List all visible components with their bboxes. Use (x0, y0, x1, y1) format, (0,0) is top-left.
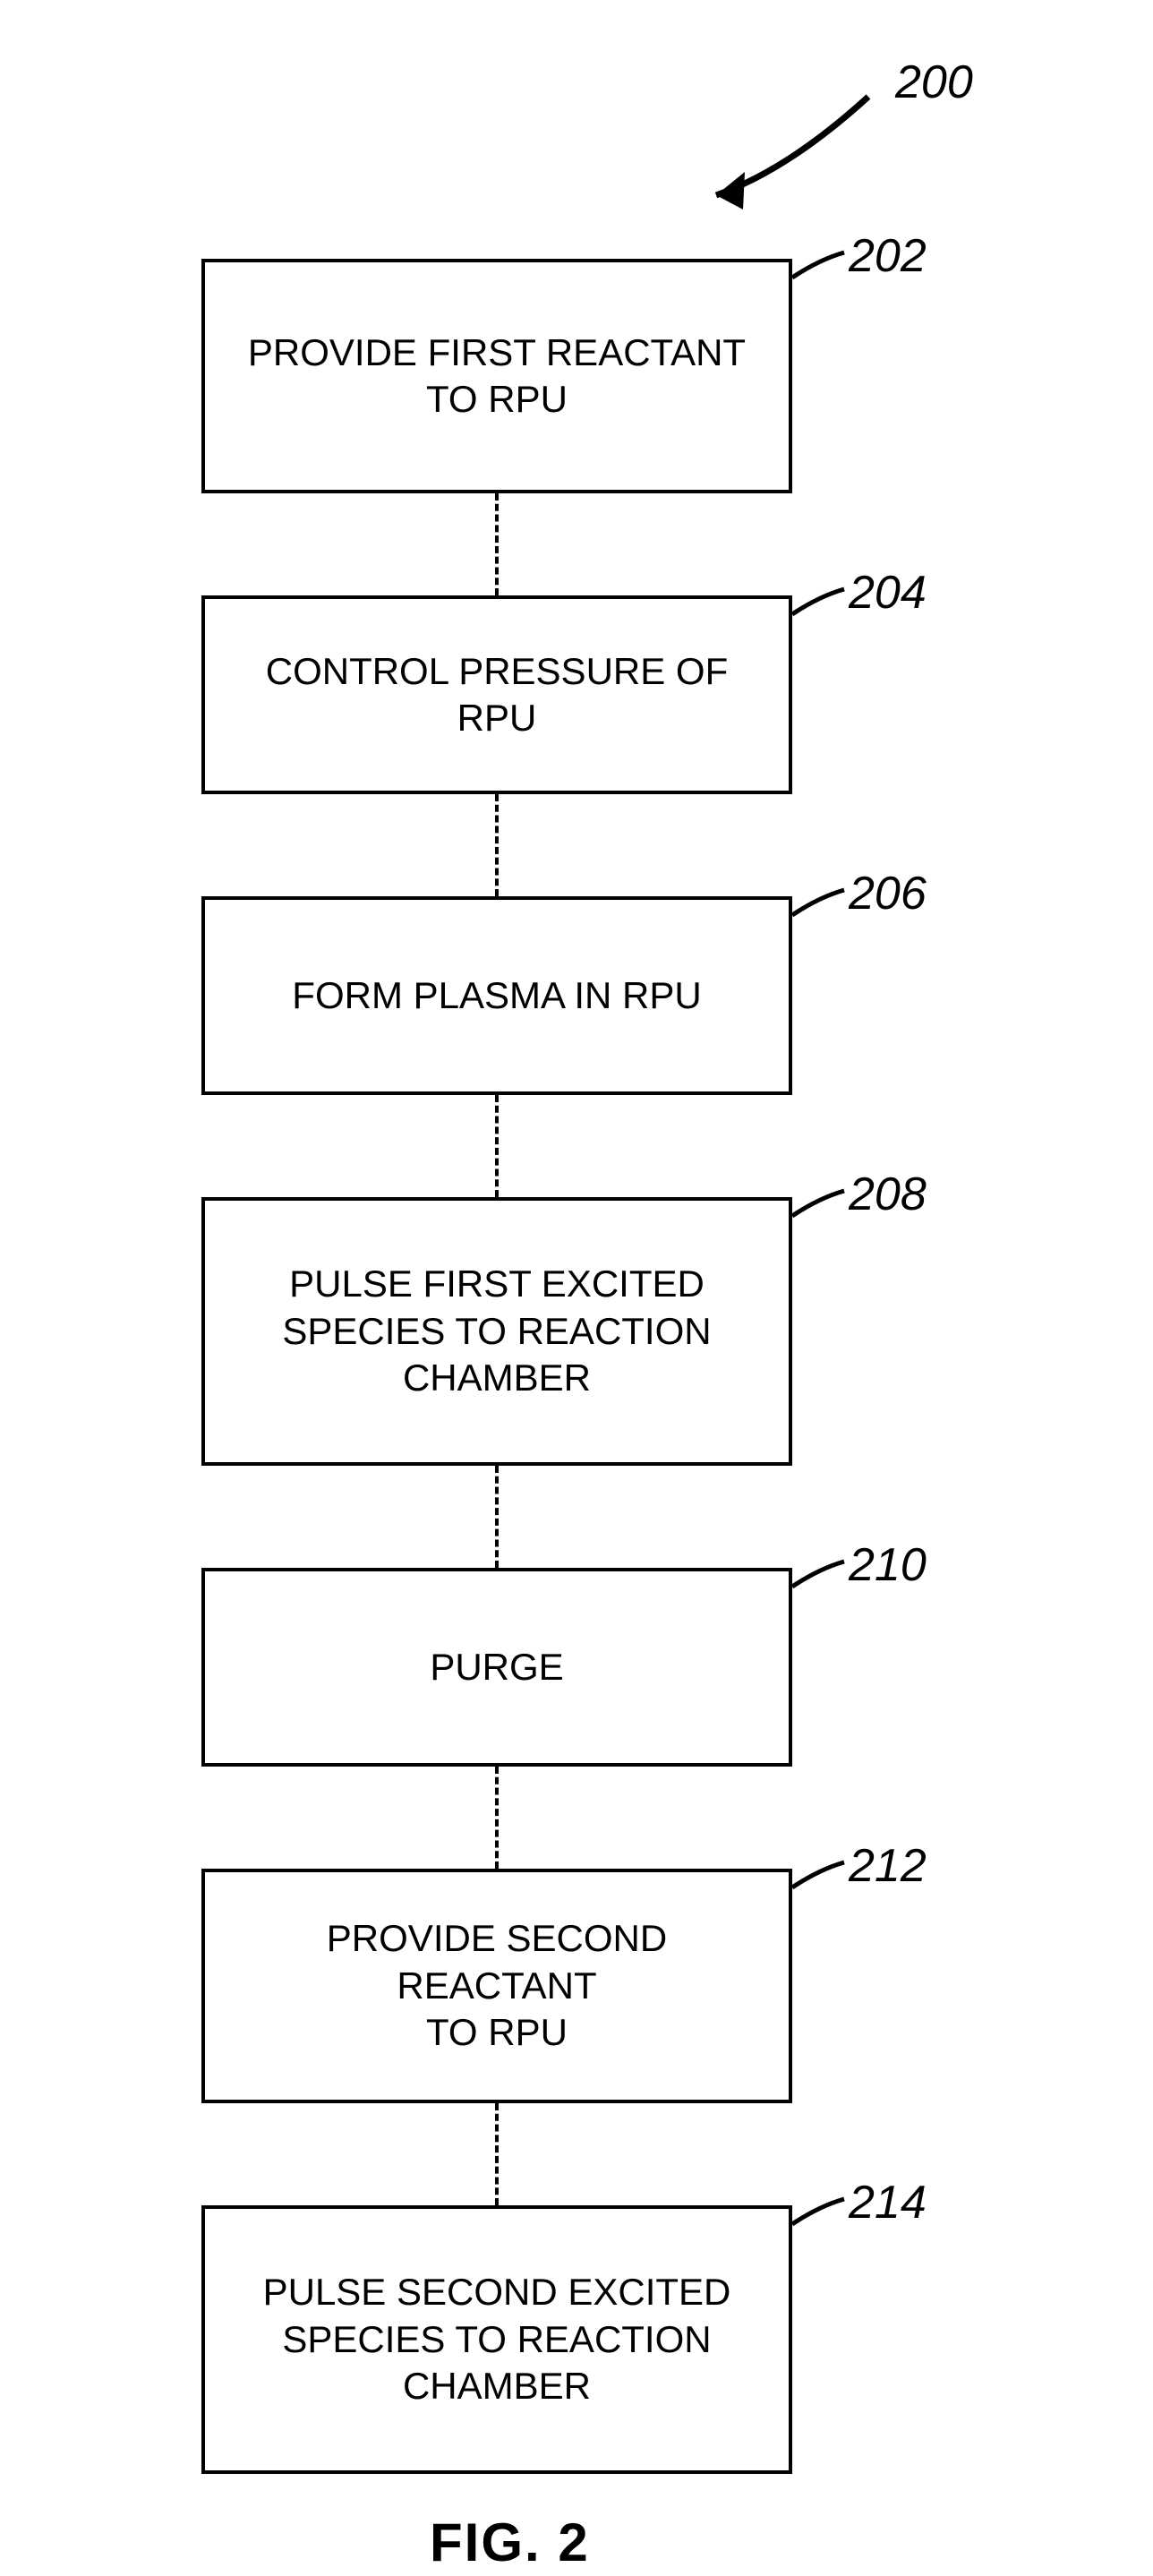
step-box-210: PURGE (201, 1568, 792, 1767)
step-box-202: PROVIDE FIRST REACTANTTO RPU (201, 259, 792, 493)
step-text: CONTROL PRESSURE OF RPU (223, 648, 771, 742)
step-box-214: PULSE SECOND EXCITEDSPECIES TO REACTIONC… (201, 2205, 792, 2474)
ref-label-214: 214 (849, 2176, 927, 2229)
step-box-208: PULSE FIRST EXCITEDSPECIES TO REACTIONCH… (201, 1197, 792, 1466)
connector-6 (495, 2103, 499, 2205)
ref-label-202: 202 (849, 229, 927, 283)
title-arrow (0, 0, 1153, 269)
figure-page: 200 PROVIDE FIRST REACTANTTO RPU 202 CON… (0, 0, 1153, 2576)
step-text: PROVIDE FIRST REACTANTTO RPU (248, 329, 746, 424)
step-box-212: PROVIDE SECOND REACTANTTO RPU (201, 1869, 792, 2103)
ref-label-208: 208 (849, 1168, 927, 1221)
step-text: PROVIDE SECOND REACTANTTO RPU (223, 1915, 771, 2057)
step-text: PULSE SECOND EXCITEDSPECIES TO REACTIONC… (263, 2269, 731, 2410)
ref-label-204: 204 (849, 566, 927, 620)
figure-caption: FIG. 2 (430, 2512, 590, 2573)
connector-2 (495, 794, 499, 896)
step-box-206: FORM PLASMA IN RPU (201, 896, 792, 1095)
ref-label-212: 212 (849, 1839, 927, 1893)
step-box-204: CONTROL PRESSURE OF RPU (201, 595, 792, 794)
connector-4 (495, 1466, 499, 1568)
connector-1 (495, 493, 499, 595)
step-text: FORM PLASMA IN RPU (292, 972, 701, 1020)
ref-label-210: 210 (849, 1538, 927, 1592)
step-text: PULSE FIRST EXCITEDSPECIES TO REACTIONCH… (282, 1261, 711, 1402)
connector-3 (495, 1095, 499, 1197)
ref-label-206: 206 (849, 867, 927, 920)
step-text: PURGE (430, 1644, 563, 1691)
connector-5 (495, 1767, 499, 1869)
